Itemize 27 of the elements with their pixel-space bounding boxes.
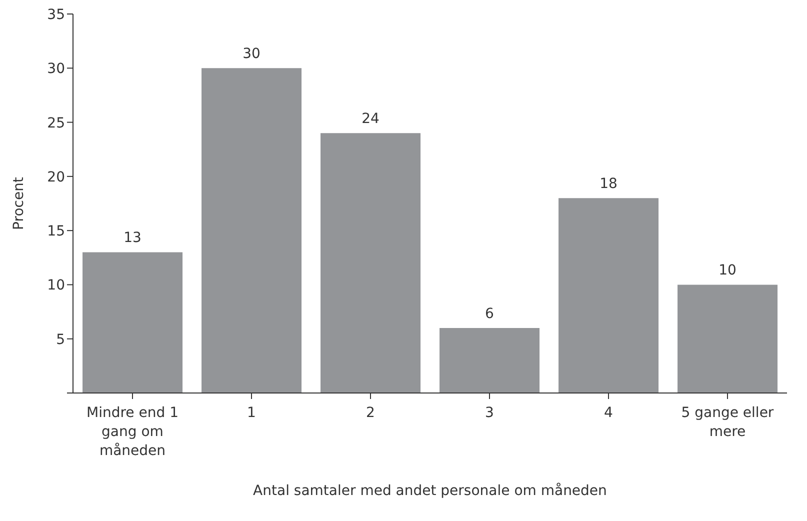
y-tick-label: 25 [47,115,65,132]
bar [558,198,659,393]
x-tick-label: 5 gange eller mere [681,405,774,440]
y-tick-label: 30 [47,61,65,78]
y-tick-label: 15 [47,224,65,240]
bar [320,133,421,393]
x-tick-label: 2 [366,405,375,421]
x-tick-label: 1 [247,405,256,421]
data-label: 24 [362,111,380,128]
y-tick-label: 5 [56,332,65,348]
data-label: 6 [485,306,494,322]
data-label: 10 [718,262,736,279]
y-tick-label: 35 [47,6,65,23]
y-tick-label: 20 [47,169,65,186]
x-tick-label: 3 [485,405,494,421]
bar [440,328,540,393]
bar [202,68,302,393]
x-tick-label: 4 [604,405,614,421]
x-axis-title: Antal samtaler med andet personale om måneden [253,482,607,499]
x-tick-label: Mindre end 1 gang om måneden [86,405,178,459]
data-label: 30 [242,46,260,62]
bar [82,252,183,393]
y-tick-label: 10 [47,278,65,294]
bar [678,284,778,393]
y-axis-title: Procent [10,176,27,230]
data-label: 18 [600,176,618,192]
data-label: 13 [124,230,142,246]
